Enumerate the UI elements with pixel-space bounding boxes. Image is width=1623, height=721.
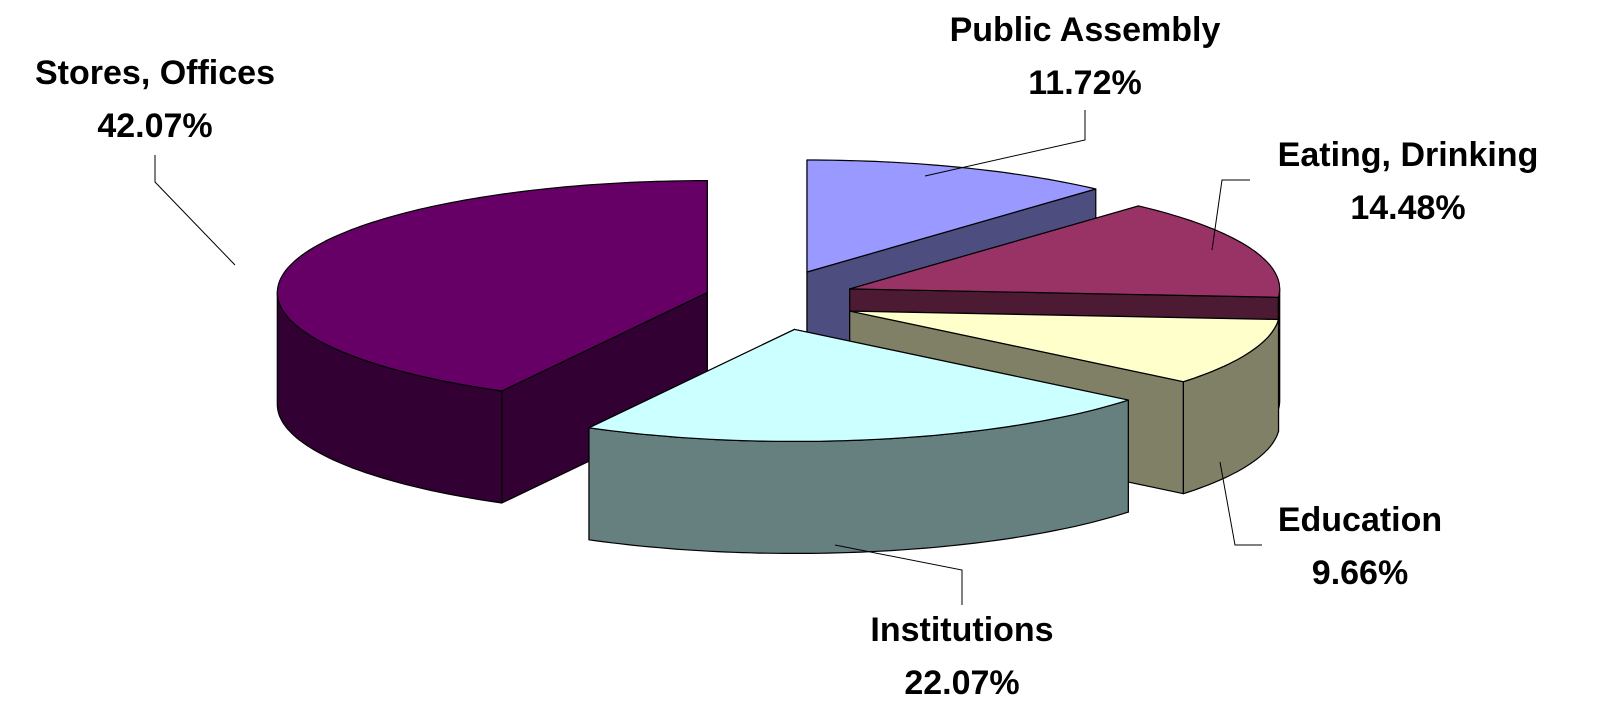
value-label: 42.07%: [97, 107, 212, 145]
value-label: 9.66%: [1312, 554, 1408, 592]
slice: [849, 205, 1281, 298]
value-label: 22.07%: [904, 664, 1019, 702]
leader-line: [154, 155, 236, 266]
value-label: 14.48%: [1350, 189, 1465, 227]
leader-line: [834, 544, 963, 605]
slice-label: Institutions: [870, 611, 1053, 649]
slice: [588, 328, 1129, 442]
leader-line: [924, 110, 1086, 177]
leader-line: [1211, 179, 1250, 251]
slice-label: Public Assembly: [950, 11, 1221, 49]
slice: [276, 180, 708, 392]
slice: [849, 310, 1280, 383]
slice-label: Eating, Drinking: [1278, 136, 1539, 174]
leader-line: [1219, 461, 1262, 546]
slice-label: Stores, Offices: [35, 54, 275, 92]
slice-label: Education: [1278, 501, 1442, 539]
value-label: 11.72%: [1028, 64, 1141, 102]
